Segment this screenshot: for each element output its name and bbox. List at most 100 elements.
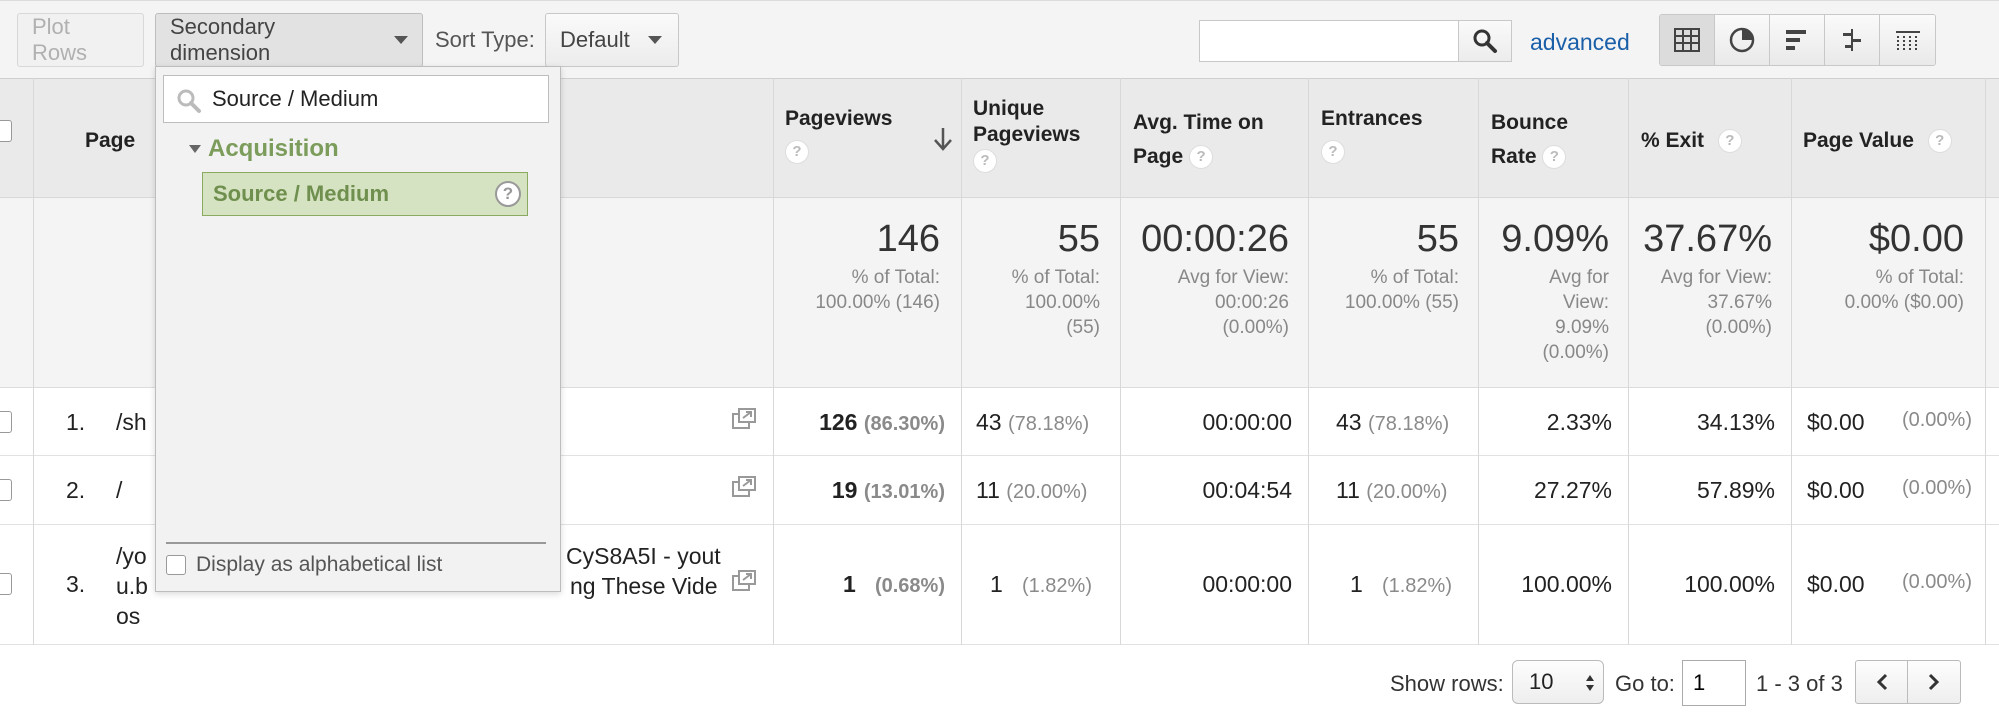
open-external-icon[interactable]: [732, 476, 756, 498]
alphabetical-checkbox[interactable]: [166, 555, 186, 575]
chevron-down-icon: [394, 36, 408, 44]
search-button[interactable]: [1458, 20, 1512, 62]
secondary-dimension-button[interactable]: Secondary dimension: [155, 13, 423, 67]
select-all-checkbox[interactable]: [0, 120, 12, 142]
help-icon[interactable]: ?: [495, 181, 521, 207]
header-entrances-label: Entrances: [1321, 107, 1423, 130]
cell-bounce: 27.27%: [1533, 477, 1612, 503]
search-icon: [1473, 29, 1497, 53]
cell-unique: 43 (78.18%): [976, 409, 1090, 435]
pagination-range: 1 - 3 of 3: [1756, 671, 1843, 696]
cell-entrances: 1 (1.82%): [1350, 571, 1452, 597]
secondary-dimension-label: Secondary dimension: [170, 14, 276, 65]
alphabetical-list-option[interactable]: Display as alphabetical list: [166, 553, 442, 577]
help-icon[interactable]: ?: [1542, 145, 1567, 170]
dimension-option-source-medium[interactable]: Source / Medium ?: [202, 172, 528, 216]
header-bounce-rate-label: Bounce Rate: [1491, 111, 1569, 168]
header-bounce-rate[interactable]: Bounce Rate ?: [1491, 106, 1586, 174]
header-exit[interactable]: % Exit ?: [1641, 128, 1742, 154]
cell-avg-time: 00:04:54: [1202, 477, 1292, 503]
help-icon[interactable]: ?: [1321, 140, 1345, 164]
header-avg-time-label: Avg. Time on Page: [1133, 111, 1264, 168]
chevron-down-icon: [647, 36, 662, 44]
header-avg-time[interactable]: Avg. Time on Page ?: [1133, 106, 1303, 174]
help-icon[interactable]: ?: [1717, 129, 1742, 154]
row-index: 1.: [66, 409, 86, 435]
performance-view-icon[interactable]: [1770, 15, 1825, 65]
prev-page-button[interactable]: [1856, 661, 1908, 703]
dimension-group-label: Acquisition: [208, 135, 339, 162]
show-rows-select[interactable]: 10: [1512, 660, 1604, 704]
total-entrances: 55: [1416, 218, 1459, 260]
pivot-view-icon[interactable]: [1880, 15, 1935, 65]
header-page-value-label: Page Value: [1803, 129, 1914, 152]
show-rows-label: Show rows:: [1390, 671, 1504, 696]
cell-entrances: 11 (20.00%): [1336, 477, 1448, 503]
goto-input[interactable]: [1682, 660, 1746, 706]
dimension-group-acquisition[interactable]: Acquisition: [188, 135, 339, 163]
help-icon[interactable]: ?: [973, 149, 997, 174]
cell-exit: 100.00%: [1684, 571, 1775, 597]
total-pageviews: 146: [876, 218, 940, 260]
cell-pageviews: 126 (86.30%): [819, 409, 945, 435]
header-pageviews[interactable]: Pageviews ?: [785, 106, 892, 164]
help-icon[interactable]: ?: [1927, 129, 1952, 154]
cell-exit: 34.13%: [1696, 409, 1775, 435]
page-link[interactable]: /: [116, 477, 123, 503]
chevron-right-icon: [1928, 673, 1940, 691]
total-page-value-sub: % of Total: 0.00% ($0.00): [1844, 267, 1964, 313]
pager-buttons: [1855, 660, 1961, 704]
cell-unique: 11 (20.00%): [976, 477, 1088, 503]
total-bounce-sub: Avg for View: 9.09% (0.00%): [1542, 267, 1609, 363]
sort-type-value: Default: [560, 27, 630, 52]
header-entrances[interactable]: Entrances ?: [1321, 106, 1423, 164]
header-unique-pageviews-label: Unique Pageviews: [973, 97, 1081, 146]
page-link[interactable]: /sh: [116, 409, 147, 435]
page-link[interactable]: /yo u.b os: [116, 543, 148, 629]
total-pageviews-sub: % of Total: 100.00% (146): [815, 267, 940, 313]
chevron-left-icon: [1876, 673, 1887, 691]
open-external-icon[interactable]: [732, 570, 756, 592]
row-checkbox[interactable]: [0, 573, 12, 595]
header-page-value[interactable]: Page Value ?: [1803, 128, 1952, 154]
plot-rows-label: Plot Rows: [32, 14, 88, 65]
cell-page-value: $0.00 (0.00%): [1807, 409, 1972, 435]
updown-arrow-icon: [1586, 675, 1594, 691]
row-index: 3.: [66, 571, 86, 597]
total-bounce: 9.09%: [1501, 218, 1609, 260]
cell-avg-time: 00:00:00: [1202, 409, 1292, 435]
cell-page-value: $0.00 (0.00%): [1807, 477, 1972, 503]
dimension-option-label: Source / Medium: [213, 181, 390, 206]
plot-rows-button[interactable]: Plot Rows: [17, 13, 144, 67]
table-search-input[interactable]: [1199, 20, 1459, 62]
cell-bounce: 100.00%: [1521, 571, 1612, 597]
dimension-search-input[interactable]: Source / Medium: [163, 75, 549, 123]
next-page-button[interactable]: [1908, 661, 1960, 703]
table-view-icon[interactable]: [1660, 15, 1715, 65]
total-entrances-sub: % of Total: 100.00% (55): [1344, 267, 1459, 313]
header-pageviews-label: Pageviews: [785, 107, 893, 130]
help-icon[interactable]: ?: [785, 140, 809, 164]
cell-entrances: 43 (78.18%): [1336, 409, 1450, 435]
pie-view-icon[interactable]: [1715, 15, 1770, 65]
header-page[interactable]: Page: [85, 129, 136, 152]
divider: [166, 542, 546, 544]
cell-bounce: 2.33%: [1546, 409, 1612, 435]
total-exit: 37.67%: [1643, 218, 1772, 260]
pagination-bar: Show rows: 10 Go to: 1 - 3 of 3: [0, 645, 1999, 715]
open-external-icon[interactable]: [732, 408, 756, 430]
help-icon[interactable]: ?: [1189, 145, 1214, 170]
view-switcher: [1659, 14, 1936, 66]
header-unique-pageviews[interactable]: Unique Pageviews ?: [973, 96, 1103, 174]
caret-down-icon: [189, 145, 201, 153]
cell-avg-time: 00:00:00: [1202, 571, 1292, 597]
row-checkbox[interactable]: [0, 411, 12, 433]
comparison-view-icon[interactable]: [1825, 15, 1880, 65]
row-checkbox[interactable]: [0, 479, 12, 501]
cell-exit: 57.89%: [1696, 477, 1775, 503]
sort-type-select[interactable]: Default: [545, 13, 679, 67]
cell-pageviews: 1 (0.68%): [843, 571, 945, 597]
advanced-link[interactable]: advanced: [1530, 29, 1630, 55]
page-link-tail[interactable]: CyS8A5I - yout ng These Vide: [566, 543, 721, 599]
sort-type-label: Sort Type:: [435, 27, 535, 52]
